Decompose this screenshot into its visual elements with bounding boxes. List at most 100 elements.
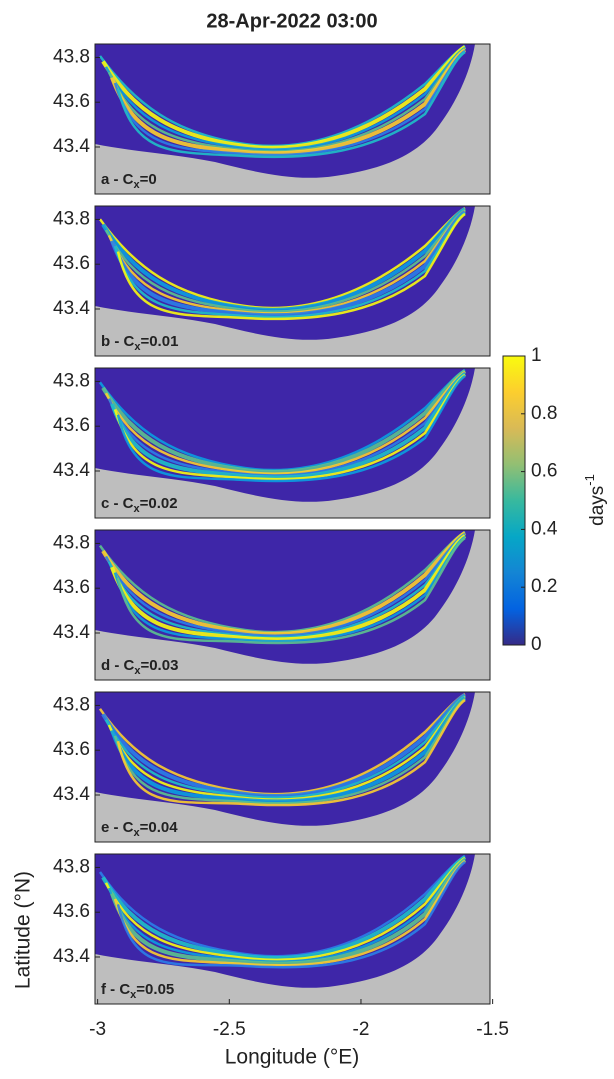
colorbar-tick-label: 0 [531,634,542,655]
panel-frame [94,367,491,519]
colorbar-tick-label: 1 [531,345,542,366]
colorbar-tick-label: 0.2 [531,576,557,597]
current-streak [101,693,467,798]
y-tick-label: 43.4 [53,622,90,643]
map-panel: a - Cx=0 [94,43,491,195]
current-streak [110,48,467,156]
current-streak [110,372,467,480]
current-streak [104,856,466,962]
current-streak [116,698,466,807]
current-streak [113,697,466,805]
current-streak [98,854,466,958]
panel-label: d - Cx=0.03 [101,657,178,677]
panel-label: c - Cx=0.02 [101,495,178,515]
current-streak [98,692,466,796]
panel-label: a - Cx=0 [101,171,157,191]
panel-label-part: =0.01 [140,333,178,350]
current-streak [110,696,467,804]
current-streak [104,532,466,637]
current-streak [116,50,466,159]
current-streak [113,535,466,643]
panel-label-part: b - C [101,333,134,350]
map-panel: e - Cx=0.04 [94,691,491,843]
panel-frame [94,43,491,195]
y-tick-label: 43.8 [53,694,90,715]
current-streak [113,859,466,967]
y-tick-label: 43.4 [53,784,90,805]
current-streak [101,207,467,312]
y-tick-label: 43.6 [53,901,90,922]
panel-frame [94,529,491,681]
current-streak [110,210,467,318]
y-tick-label: 43.8 [53,46,90,67]
y-tick-label: 43.4 [53,298,90,319]
current-streak [101,531,467,636]
current-streak [116,374,466,483]
colorbar-label: days-1 [582,474,608,526]
y-tick-label: 43.8 [53,856,90,877]
panel-label-part: d - C [101,657,134,674]
current-streak [98,368,466,472]
y-axis-label: Latitude (°N) [12,871,35,989]
colorbar-tick-label: 0.8 [531,403,557,424]
current-streak [104,208,466,313]
current-streak [101,369,467,474]
panel-label-part: x [130,989,137,1001]
y-tick-label: 43.8 [53,208,90,229]
current-streak [110,534,467,642]
y-tick-label: 43.6 [53,253,90,274]
panel-label-part: f - C [101,981,130,998]
current-streak [113,373,466,481]
current-streak [101,855,467,960]
panel-label-part: x [134,341,141,353]
panel-label-part: e - C [101,819,134,836]
y-tick-label: 43.4 [53,460,90,481]
x-tick-label: -1.5 [476,1019,509,1040]
y-tick-label: 43.6 [53,91,90,112]
y-tick-label: 43.4 [53,946,90,967]
colorbar [502,355,526,646]
current-streak [101,45,467,150]
panel-label-part: x [134,503,141,515]
x-tick-label: -2.5 [213,1019,246,1040]
colorbar-label-part: -1 [582,474,597,486]
current-streak [113,49,466,157]
colorbar-tick-label: 0.4 [531,518,558,539]
y-tick-label: 43.8 [53,370,90,391]
current-streak [116,212,466,321]
current-streak [104,694,466,800]
colorbar-label-part: days [587,486,608,526]
sea [95,692,475,826]
panel-label-part: x [134,827,141,839]
panel-label: e - Cx=0.04 [101,819,178,839]
current-streak [98,206,466,310]
x-tick-label: -2 [353,1019,370,1040]
panel-label-part: =0.03 [140,657,178,674]
y-tick-label: 43.4 [53,136,90,157]
panel-label: f - Cx=0.05 [101,981,174,1001]
panel-label-part: =0.05 [136,981,174,998]
x-tick-label: -3 [89,1019,106,1040]
title: 28-Apr-2022 03:00 [206,10,377,32]
current-streak [98,44,466,148]
panel-label-part: =0.02 [140,495,178,512]
map-panel: f - Cx=0.05 [94,853,491,1005]
panel-label: b - Cx=0.01 [101,333,178,353]
map-panel: c - Cx=0.02 [94,367,491,519]
colorbar-tick-label: 0.6 [531,461,557,482]
y-tick-label: 43.6 [53,739,90,760]
y-tick-label: 43.6 [53,415,90,436]
panel-frame [94,853,491,1005]
panel-label-part: a - C [101,171,134,188]
y-tick-label: 43.8 [53,532,90,553]
panel-label-part: =0.04 [140,819,179,836]
panel-label-part: c - C [101,495,134,512]
current-streak [116,860,466,969]
map-panel: d - Cx=0.03 [94,529,491,681]
panel-frame [94,691,491,843]
y-tick-label: 43.6 [53,577,90,598]
x-axis-label: Longitude (°E) [225,1046,359,1069]
map-panel: b - Cx=0.01 [94,205,491,357]
current-streak [104,370,466,475]
